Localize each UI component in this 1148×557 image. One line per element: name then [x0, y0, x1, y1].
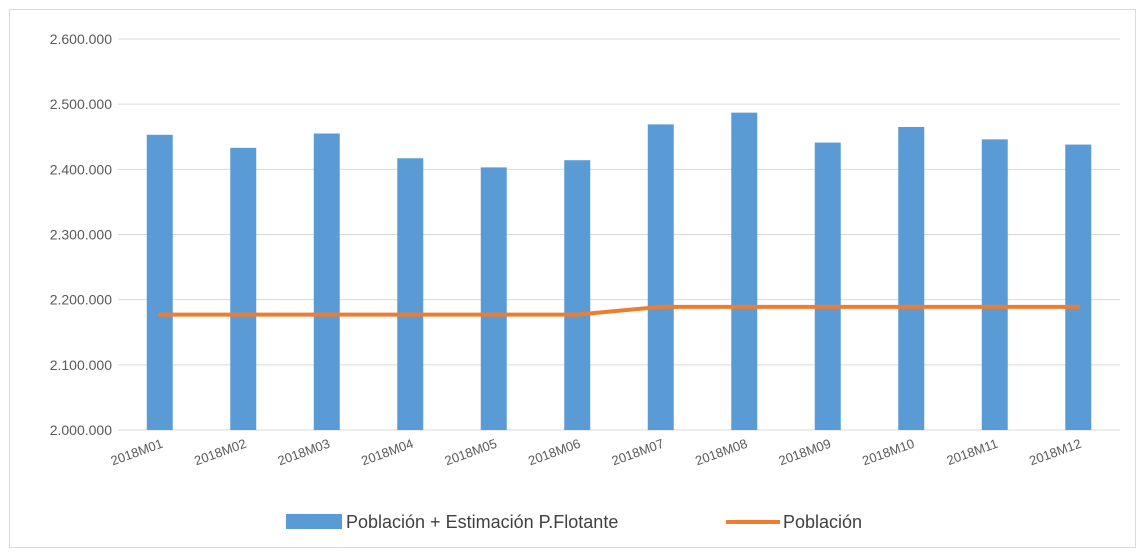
x-category-label: 2018M06	[526, 436, 582, 469]
bar	[397, 158, 424, 430]
y-tick-label: 2.400.000	[50, 161, 112, 177]
x-category-label: 2018M09	[777, 436, 833, 469]
bar	[146, 134, 173, 431]
bar	[814, 142, 841, 431]
bar	[647, 124, 674, 430]
y-tick-label: 2.000.000	[50, 422, 112, 438]
x-category-label: 2018M10	[860, 436, 916, 469]
chart-svg: 2.000.000 2.100.000 2.200.000 2.300.000 2.40…	[50, 31, 1120, 532]
bar	[981, 139, 1008, 430]
x-category-label: 2018M01	[109, 436, 165, 469]
x-category-label: 2018M07	[610, 436, 666, 469]
bar	[898, 126, 925, 430]
bar	[564, 160, 591, 430]
bar	[731, 112, 758, 430]
bar	[230, 147, 257, 430]
y-tick-label: 2.500.000	[50, 96, 112, 112]
x-category-label: 2018M08	[693, 436, 749, 469]
x-category-label: 2018M05	[443, 436, 499, 469]
gridlines	[118, 38, 1120, 431]
bar	[313, 133, 340, 430]
bar	[1065, 144, 1092, 430]
legend-swatch-bar	[286, 514, 342, 529]
x-category-label: 2018M03	[276, 436, 332, 469]
legend: Población + Estimación P.Flotante Poblaci…	[286, 512, 862, 532]
y-tick-label: 2.600.000	[50, 31, 112, 47]
chart-frame: 2.000.000 2.100.000 2.200.000 2.300.000 2.40…	[9, 9, 1136, 548]
x-category-label: 2018M02	[192, 436, 248, 469]
series-line	[157, 304, 1081, 317]
y-tick-label: 2.200.000	[50, 292, 112, 308]
line-series	[157, 304, 1081, 317]
x-category-label: 2018M11	[945, 436, 1000, 468]
y-tick-label: 2.100.000	[50, 357, 112, 373]
x-axis-ticks: 2018M01 2018M02 2018M03 2018M04 2018M05 2018M…	[109, 436, 1084, 469]
bar-series	[146, 112, 1092, 431]
legend-label: Población + Estimación P.Flotante	[346, 512, 618, 532]
x-category-label: 2018M04	[359, 436, 415, 469]
y-axis-ticks: 2.000.000 2.100.000 2.200.000 2.300.000 2.40…	[50, 31, 112, 438]
x-category-label: 2018M12	[1027, 436, 1083, 469]
y-tick-label: 2.300.000	[50, 227, 112, 243]
bar	[480, 167, 507, 430]
legend-label: Población	[783, 512, 862, 532]
